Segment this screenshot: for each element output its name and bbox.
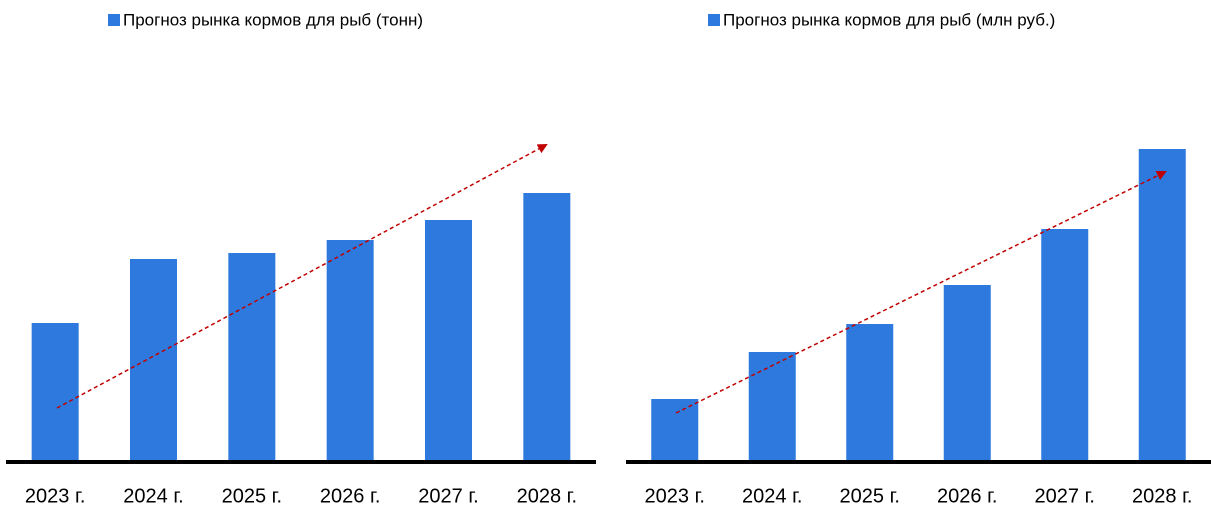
bar xyxy=(748,352,796,460)
bar xyxy=(425,220,472,460)
bar xyxy=(846,324,894,460)
legend-label: Прогноз рынка кормов для рыб (тонн) xyxy=(123,10,423,29)
x-tick-label: 2028 г. xyxy=(517,485,577,507)
x-tick-label: 2025 г. xyxy=(222,485,282,507)
bar xyxy=(326,240,374,460)
x-tick-label: 2024 г. xyxy=(123,485,183,507)
x-tick-label: 2026 г. xyxy=(320,485,380,507)
trend-arrow xyxy=(675,171,1167,414)
x-tick-label: 2026 г. xyxy=(937,485,997,507)
legend-swatch xyxy=(708,14,720,26)
x-tick-label: 2028 г. xyxy=(1132,485,1192,507)
x-tick-label: 2023 г. xyxy=(645,485,705,507)
x-tick-label: 2027 г. xyxy=(1035,485,1095,507)
bar xyxy=(1041,229,1089,460)
bar xyxy=(651,399,699,460)
legend-label: Прогноз рынка кормов для рыб (млн руб.) xyxy=(723,10,1055,29)
x-tick-label: 2025 г. xyxy=(840,485,900,507)
x-tick-label: 2023 г. xyxy=(25,485,85,507)
bar xyxy=(1138,149,1186,460)
legend-swatch xyxy=(108,14,120,26)
bar xyxy=(943,285,991,460)
bar xyxy=(130,259,177,460)
bar xyxy=(31,323,79,460)
bar xyxy=(523,193,571,460)
x-tick-label: 2027 г. xyxy=(418,485,478,507)
trend-arrow xyxy=(56,144,548,409)
bar xyxy=(228,253,276,460)
x-tick-label: 2024 г. xyxy=(742,485,802,507)
